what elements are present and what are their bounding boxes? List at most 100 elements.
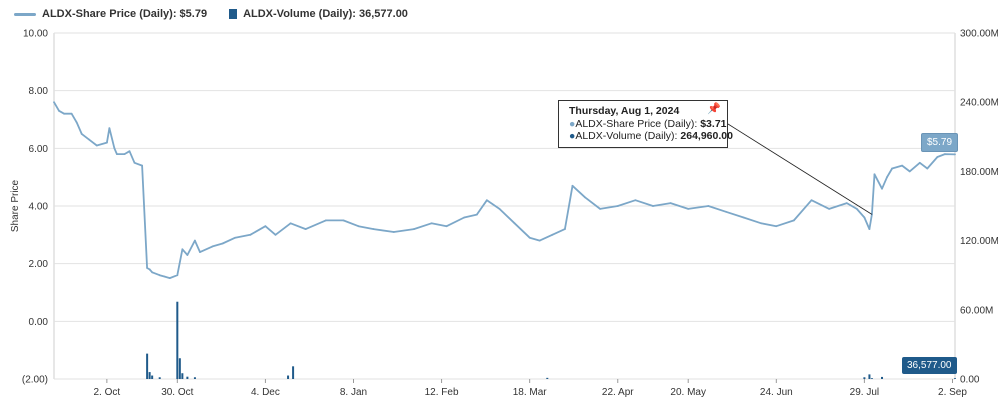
right-tick-label: 0.00 (960, 375, 980, 386)
share-price-point (498, 207, 501, 210)
volume-bar (881, 376, 884, 379)
share-price-point (463, 216, 466, 219)
x-tick-label: 20. May (670, 387, 706, 398)
share-price-point (475, 213, 478, 216)
share-price-swatch (14, 12, 36, 16)
tooltip-volume-row: ●ALDX-Volume (Daily): 264,960.00 (569, 130, 733, 143)
share-price-point (430, 222, 433, 225)
legend-share-price-label: ALDX-Share Price (Daily): $5.79 (42, 8, 208, 20)
share-price-point (445, 225, 448, 228)
share-price-point (954, 153, 956, 156)
share-price-point (742, 216, 745, 219)
last-volume-badge: 36,577.00 (902, 357, 957, 374)
share-price-point (926, 167, 929, 170)
share-price-point (80, 133, 83, 135)
tooltip-volume-value: 264,960.00 (680, 130, 733, 142)
share-price-point (564, 228, 566, 230)
share-price-point (810, 199, 813, 202)
share-price-point (725, 210, 727, 213)
share-price-point (634, 199, 637, 202)
volume-bar (546, 377, 549, 379)
share-price-point (881, 187, 883, 190)
share-price-point (304, 228, 307, 230)
share-price-point (936, 156, 939, 158)
share-price-point (513, 222, 516, 225)
share-price-point (845, 202, 848, 205)
x-axis-ticks: 2. Oct 30. Oct 4. Dec 8. Jan 12. Feb 18. Mar 2… (94, 379, 967, 398)
left-tick-label: 6.00 (29, 144, 49, 155)
volume-bar (148, 372, 151, 379)
share-price-point (687, 207, 690, 210)
tooltip-price-dot-icon: ● (569, 117, 576, 130)
tooltip-price-value: $3.71 (700, 117, 727, 130)
legend-item-volume[interactable]: ALDX-Volume (Daily): 36,577.00 (229, 8, 408, 20)
volume-bar (870, 378, 873, 379)
share-price-point (357, 225, 360, 228)
x-tick-label: 4. Dec (251, 387, 280, 398)
x-tick-label: 29. Jul (850, 387, 879, 398)
share-price-point (886, 176, 888, 179)
share-price-point (828, 207, 831, 210)
grid-layer (53, 32, 956, 380)
share-price-point (194, 239, 196, 242)
data-tooltip: 📌 Thursday, Aug 1, 2024 ●ALDX-Share Pric… (558, 100, 733, 148)
share-price-point (128, 150, 131, 153)
share-price-point (249, 233, 252, 236)
left-tick-label: (2.00) (22, 375, 48, 386)
share-price-point (793, 219, 795, 222)
volume-bar (868, 374, 871, 379)
share-price-point (95, 144, 98, 147)
share-price-point (863, 216, 866, 219)
share-price-point (760, 222, 763, 225)
right-tick-label: 120.00M (960, 236, 998, 247)
x-tick-label: 2. Oct (94, 387, 121, 398)
share-price-point (855, 207, 858, 210)
share-price-point (63, 112, 65, 115)
share-price-line (53, 101, 956, 279)
share-price-point (88, 138, 91, 141)
share-price-point (123, 153, 126, 156)
share-price-point (176, 274, 179, 277)
share-price-point (199, 251, 201, 254)
share-price-point (264, 225, 267, 228)
tooltip-price-row: ●ALDX-Share Price (Daily): $3.71 (569, 117, 727, 131)
volume-bar (954, 378, 956, 379)
tooltip-volume-label: ALDX-Volume (Daily): (575, 130, 678, 142)
share-price-point (599, 207, 602, 210)
volume-bar (158, 377, 161, 379)
share-price-point (58, 109, 60, 112)
share-price-point (211, 245, 214, 248)
share-price-point (901, 164, 904, 167)
share-price-point (108, 127, 111, 130)
share-price-point (918, 161, 921, 164)
share-price-point (342, 219, 345, 222)
share-price-point (372, 228, 375, 230)
share-price-point (707, 205, 710, 207)
share-price-point (221, 242, 224, 245)
share-price-point (70, 112, 73, 115)
tooltip-title: Thursday, Aug 1, 2024 (569, 105, 680, 117)
share-price-point (538, 239, 541, 242)
x-tick-label: 8. Jan (340, 387, 367, 398)
share-price-point (146, 267, 149, 269)
volume-bar (151, 375, 154, 379)
share-price-point (392, 231, 395, 233)
share-price-point (891, 167, 893, 170)
tooltip-volume-dot-icon: ● (569, 130, 576, 142)
pin-icon[interactable]: 📌 (707, 103, 721, 115)
volume-bars[interactable] (146, 301, 956, 379)
share-price-point (234, 236, 237, 239)
share-price-point (571, 184, 574, 187)
share-price-point (53, 101, 55, 104)
share-price-point (652, 205, 654, 207)
share-price-line-layer[interactable] (53, 101, 956, 279)
legend-item-share-price[interactable]: ALDX-Share Price (Daily): $5.79 (14, 8, 207, 20)
share-price-point (151, 271, 154, 274)
share-price-point (584, 196, 586, 199)
share-price-point (158, 274, 161, 277)
share-price-point (775, 225, 778, 228)
volume-bar (287, 375, 290, 379)
x-tick-label: 22. Apr (602, 387, 634, 398)
volume-bar (186, 376, 189, 379)
